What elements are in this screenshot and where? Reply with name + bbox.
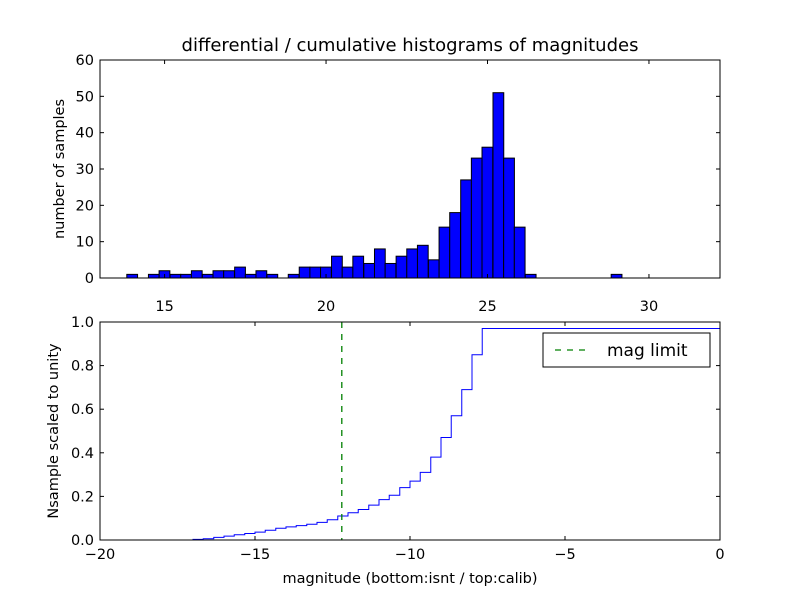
y-tick-label: 0.8	[71, 359, 94, 375]
legend: mag limit	[542, 332, 711, 368]
histogram-bar	[298, 266, 311, 279]
histogram-bar	[126, 273, 139, 279]
x-tick-label: −5	[554, 547, 575, 563]
histogram-bar	[341, 266, 354, 279]
histogram-bar	[395, 255, 408, 279]
y-tick-label: 0	[85, 271, 94, 287]
x-tick-label: 25	[478, 299, 496, 315]
histogram-bar	[373, 248, 386, 279]
histogram-bar	[147, 273, 160, 279]
histogram-bar	[255, 270, 268, 279]
x-tick-label: −10	[395, 547, 426, 563]
y-tick-label: 10	[76, 235, 94, 251]
histogram-bar	[438, 226, 451, 279]
histogram-bar	[416, 244, 429, 279]
histogram-bar	[180, 273, 192, 279]
bottom-y-axis-label: Nsample scaled to unity	[46, 343, 62, 519]
x-tick-label: 15	[155, 299, 173, 315]
histogram-bar	[309, 266, 322, 279]
histogram-bars	[126, 92, 623, 279]
top-axes-ticks: 0 10 20 30 40 50 60 15 20 25 30	[76, 53, 720, 315]
histogram-bar	[352, 255, 365, 279]
histogram-bar	[223, 270, 235, 279]
chart-title: differential / cumulative histograms of …	[182, 35, 639, 56]
x-tick-label: 30	[640, 299, 658, 315]
bottom-axes-ticks: 0.0 0.2 0.4 0.6 0.8 1.0 −20 −15 −10 −5 0	[71, 315, 725, 563]
y-tick-label: 0.6	[71, 402, 94, 418]
histogram-bar	[470, 157, 483, 279]
histogram-bar	[287, 273, 300, 279]
histogram-bar	[460, 179, 472, 279]
histogram-bar	[234, 266, 246, 279]
histogram-bar	[524, 273, 537, 279]
y-tick-label: 0.4	[71, 446, 94, 462]
histogram-bar	[427, 259, 440, 279]
differential-histogram: 0 10 20 30 40 50 60 15 20 25 30 differential / cum…	[52, 35, 721, 315]
histogram-bar	[449, 212, 461, 279]
histogram-bar	[331, 255, 343, 279]
histogram-bar	[610, 273, 623, 279]
cumulative-step-line	[100, 322, 721, 541]
y-tick-label: 60	[76, 53, 94, 69]
y-tick-label: 50	[76, 89, 94, 105]
histogram-bar	[190, 270, 203, 279]
histogram-bar	[481, 146, 494, 279]
y-tick-label: 20	[76, 198, 94, 214]
legend-entry-mag-limit: mag limit	[607, 341, 688, 361]
y-tick-label: 0.0	[71, 533, 94, 549]
histogram-bar	[169, 273, 182, 279]
histogram-bar	[363, 262, 376, 279]
histogram-bar	[384, 262, 397, 279]
y-tick-label: 1.0	[71, 315, 94, 331]
histogram-bar	[406, 248, 419, 279]
top-y-axis-label: number of samples	[52, 99, 68, 239]
histogram-bar	[212, 270, 225, 279]
histogram-bar	[503, 157, 515, 279]
y-tick-label: 0.2	[71, 489, 94, 505]
y-tick-label: 30	[76, 162, 94, 178]
histogram-bar	[201, 273, 214, 279]
x-tick-label: 20	[317, 299, 335, 315]
cumulative-lines	[100, 322, 721, 541]
bottom-x-axis-label: magnitude (bottom:isnt / top:calib)	[282, 571, 537, 587]
x-tick-label: −15	[240, 547, 271, 563]
x-tick-label: 0	[715, 547, 724, 563]
cumulative-histogram: 0.0 0.2 0.4 0.6 0.8 1.0 −20 −15 −10 −5 0 magnitude…	[46, 315, 725, 587]
histogram-bar	[492, 92, 505, 279]
histogram-bar	[513, 226, 526, 279]
histogram-bar	[244, 273, 257, 279]
x-tick-label: −20	[85, 547, 116, 563]
y-tick-label: 40	[76, 126, 94, 142]
histogram-bar	[266, 273, 279, 279]
